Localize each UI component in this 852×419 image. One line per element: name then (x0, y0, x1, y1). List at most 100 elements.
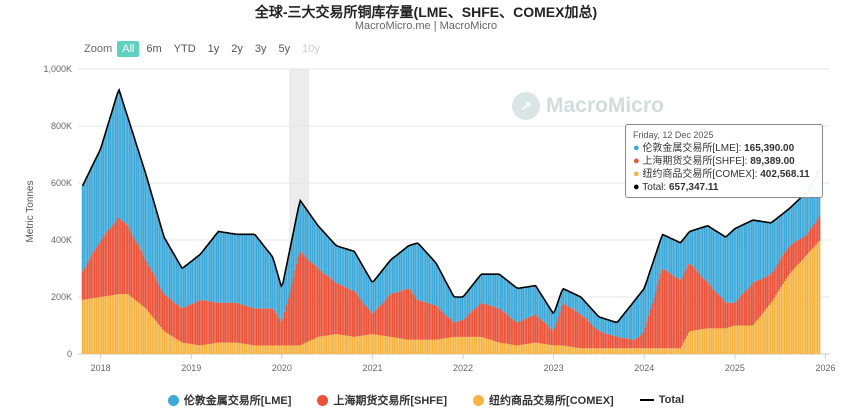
bar-lme (351, 250, 354, 291)
legend-item-total[interactable]: Total (639, 392, 684, 408)
legend-item-comex[interactable]: 纽约商品交易所[COMEX] (473, 392, 614, 408)
bar-shfe (160, 288, 162, 328)
bar-comex (801, 260, 803, 354)
bar-lme (630, 304, 633, 340)
bar-shfe (186, 306, 188, 344)
bar-lme (243, 234, 246, 306)
bar-comex (653, 348, 655, 354)
zoom-all-button[interactable]: All (117, 41, 140, 57)
bar-shfe (92, 253, 94, 299)
bar-comex (99, 297, 101, 354)
bar-comex (113, 294, 115, 354)
bar-shfe (560, 305, 563, 346)
zoom-1y-button[interactable]: 1y (207, 43, 220, 55)
bar-lme (421, 247, 424, 302)
bar-lme (296, 215, 298, 264)
bar-comex (550, 345, 553, 354)
bar-lme (348, 249, 350, 289)
bar-shfe (747, 288, 749, 326)
bar-shfe (175, 304, 178, 340)
bar-shfe (705, 281, 708, 329)
bar-shfe (531, 315, 533, 344)
bar-shfe (228, 302, 230, 343)
bar-comex (409, 339, 411, 354)
zoom-3y-button[interactable]: 3y (254, 43, 267, 55)
bar-shfe (194, 301, 197, 345)
bar-lme (287, 257, 289, 298)
bar-shfe (158, 284, 160, 326)
bar-lme (398, 252, 401, 292)
bar-comex (217, 342, 220, 354)
bar-shfe (614, 336, 617, 349)
bar-lme (660, 238, 662, 274)
bar-shfe (559, 311, 561, 346)
bar-lme (428, 255, 431, 304)
bar-lme (787, 209, 789, 248)
bar-lme (815, 175, 817, 222)
legend-item-lme[interactable]: 伦敦金属交易所[LME] (167, 392, 291, 408)
bar-comex (92, 298, 94, 354)
bar-shfe (724, 302, 727, 329)
bar-shfe (524, 319, 526, 345)
bar-lme (649, 269, 652, 310)
bar-shfe (487, 305, 490, 340)
bar-lme (797, 199, 800, 240)
bar-comex (695, 330, 697, 354)
bar-shfe (708, 285, 711, 329)
bar-comex (715, 328, 718, 354)
bar-comex (818, 240, 821, 354)
bar-comex (682, 342, 685, 354)
bar-lme (278, 280, 281, 319)
bar-shfe (264, 308, 267, 346)
bar-comex (607, 348, 610, 354)
bar-comex (559, 345, 561, 354)
zoom-10y-button[interactable]: 10y (302, 43, 320, 55)
bar-shfe (757, 280, 760, 319)
bar-comex (681, 345, 683, 354)
bar-comex (156, 322, 159, 354)
bar-comex (405, 339, 408, 354)
bar-shfe (134, 238, 136, 300)
bar-lme (526, 286, 528, 319)
bar-lme (789, 207, 791, 246)
bar-comex (137, 302, 140, 354)
bar-shfe (749, 286, 751, 326)
zoom-2y-button[interactable]: 2y (231, 43, 243, 55)
bar-shfe (111, 225, 113, 296)
bar-shfe (177, 305, 180, 341)
bar-comex (193, 344, 195, 354)
bar-lme (684, 236, 687, 271)
bar-comex (647, 348, 650, 354)
zoom-ytd-button[interactable]: YTD (173, 43, 196, 55)
bar-shfe (125, 224, 127, 295)
bar-comex (109, 295, 112, 354)
bar-shfe (395, 292, 397, 338)
tooltip-lme-dot-icon: ● (633, 142, 640, 154)
bar-shfe (261, 308, 263, 346)
bar-lme (165, 240, 167, 296)
bar-comex (498, 342, 500, 354)
bar-comex (123, 294, 126, 354)
bar-lme (125, 111, 127, 225)
bar-comex (151, 316, 154, 354)
bar-lme (543, 299, 546, 323)
bar-shfe (102, 236, 105, 297)
bar-shfe (590, 323, 593, 349)
bar-comex (566, 346, 568, 354)
bar-lme (377, 274, 380, 308)
bar-lme (722, 235, 725, 301)
bar-lme (472, 284, 474, 311)
zoom-6m-button[interactable]: 6m (146, 43, 162, 55)
bar-comex (134, 299, 136, 354)
bar-shfe (710, 286, 713, 329)
bar-shfe (609, 334, 612, 349)
zoom-5y-button[interactable]: 5y (278, 43, 291, 55)
bar-lme (194, 257, 197, 302)
bar-comex (728, 327, 730, 354)
bar-lme (641, 291, 643, 334)
bar-shfe (181, 308, 183, 343)
bar-comex (200, 345, 202, 354)
bar-shfe (397, 291, 399, 339)
legend-item-shfe[interactable]: 上海期货交易所[SHFE] (317, 392, 447, 408)
